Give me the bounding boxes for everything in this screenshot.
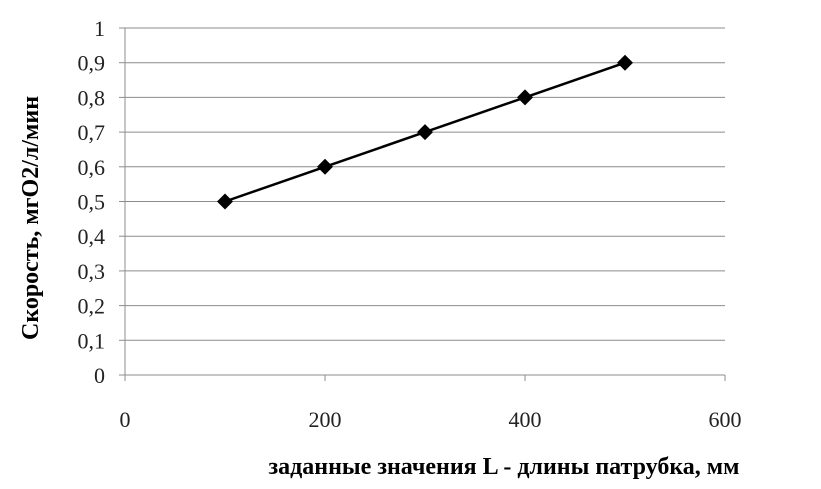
y-tick-label: 0,9 (78, 51, 106, 76)
y-axis-title: Скорость, мгО2/л/мин (18, 96, 44, 340)
y-tick-label: 0,5 (78, 190, 106, 215)
y-tick-label: 0,6 (78, 155, 106, 180)
x-tick-label: 200 (309, 407, 342, 432)
y-tick-label: 0,4 (78, 224, 106, 249)
gridlines (125, 27, 725, 341)
y-tick-label: 0,1 (78, 328, 106, 353)
x-tick-label: 0 (120, 407, 131, 432)
y-tick-label: 0 (94, 363, 105, 388)
y-tick-label: 0,2 (78, 294, 106, 319)
y-tick-labels: 0 0,1 0,2 0,3 0,4 0,5 0,6 0,7 0,8 0,9 1 (78, 16, 106, 388)
x-tick-label: 400 (509, 407, 542, 432)
data-point-marker (217, 193, 233, 210)
axes (119, 27, 726, 381)
y-tick-label: 0,8 (78, 85, 106, 110)
data-point-marker (517, 89, 533, 106)
series (217, 54, 633, 210)
x-tick-label: 600 (709, 407, 742, 432)
y-tick-label: 1 (94, 16, 105, 41)
y-tick-label: 0,3 (78, 259, 106, 284)
y-tick-label: 0,7 (78, 120, 106, 145)
x-axis-title: заданные значения L - длины патрубка, мм (268, 454, 739, 480)
data-point-marker (617, 54, 633, 71)
x-tick-labels: 0 200 400 600 (120, 407, 742, 432)
data-point-marker (417, 124, 433, 141)
data-point-marker (317, 158, 333, 175)
